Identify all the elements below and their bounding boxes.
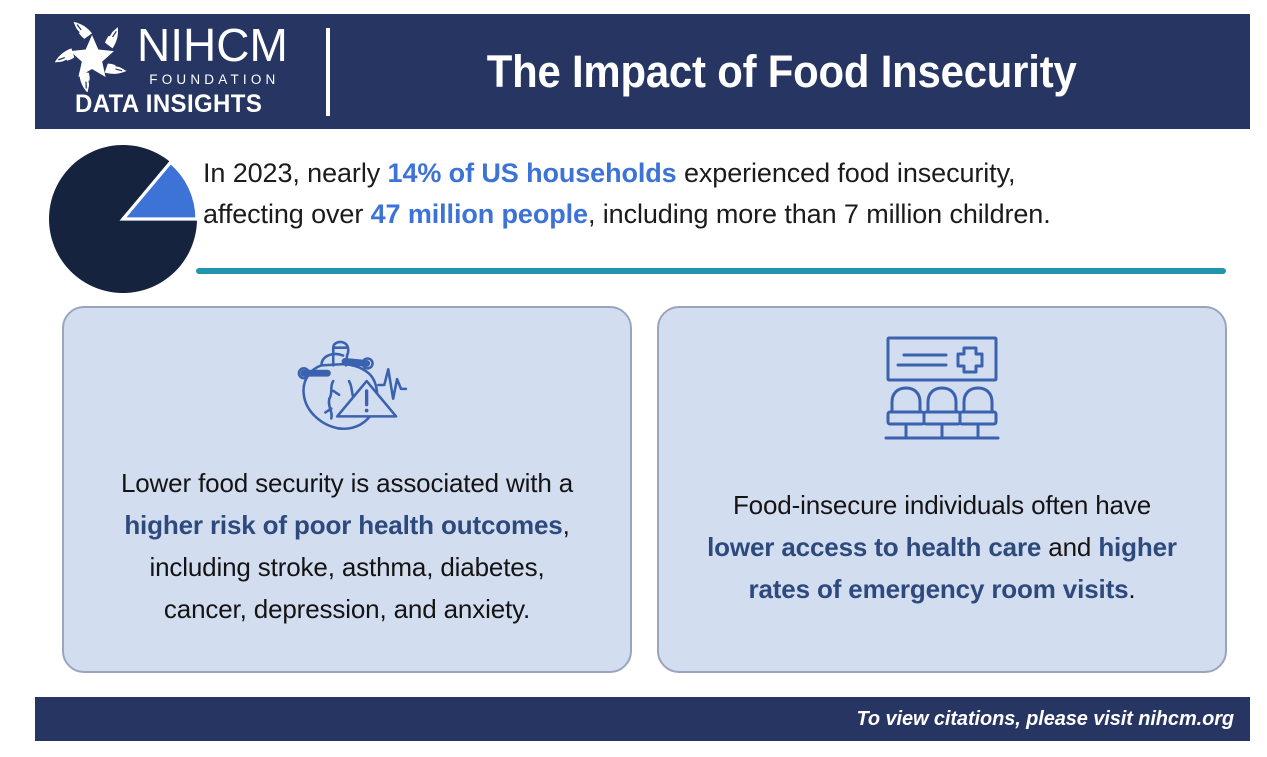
nihcm-pinwheel-star-logo-icon	[54, 21, 127, 92]
intro-statement: In 2023, nearly 14% of US households exp…	[203, 153, 1243, 235]
teal-divider-rule	[196, 268, 1226, 274]
intro-section: In 2023, nearly 14% of US households exp…	[35, 129, 1250, 297]
card2-connector: and	[1041, 532, 1099, 563]
intro-highlight-households: 14% of US households	[387, 158, 677, 188]
pie-chart	[49, 145, 197, 293]
page-title: The Impact of Food Insecurity	[486, 45, 1077, 97]
logo-top-row: NIHCM FOUNDATION	[53, 18, 288, 92]
logo-series-label: DATA INSIGHTS	[75, 90, 263, 118]
intro-line1-suffix: experienced food insecurity,	[676, 158, 1016, 188]
nihcm-logo[interactable]: NIHCM FOUNDATION DATA INSIGHTS	[35, 14, 320, 129]
intro-line2-suffix: , including more than 7 million children…	[587, 199, 1051, 230]
card-health-outcomes[interactable]: Lower food security is associated with a…	[62, 306, 632, 673]
card1-line2-suffix: ,	[562, 510, 570, 541]
card-access-to-care-text: Food-insecure individuals often have low…	[674, 484, 1210, 610]
header-bar: NIHCM FOUNDATION DATA INSIGHTS The Impac…	[35, 14, 1250, 129]
pie-slice-food-secure	[49, 145, 197, 293]
card2-highlight-a: lower access to health care	[707, 532, 1042, 563]
intro-line1-prefix: In 2023, nearly	[203, 158, 388, 188]
footer-bar: To view citations, please visit nihcm.or…	[35, 697, 1250, 741]
card1-line1: Lower food security is associated with a	[120, 468, 574, 498]
logo-name: NIHCM	[137, 18, 288, 71]
intro-line2-prefix: affecting over	[203, 199, 371, 230]
logo-wordmark: NIHCM FOUNDATION	[137, 18, 288, 87]
card-access-to-care[interactable]: Food-insecure individuals often have low…	[657, 306, 1227, 673]
card1-highlight: higher risk of poor health outcomes	[124, 510, 563, 541]
header-divider	[326, 27, 330, 116]
waiting-room-chairs-icon	[884, 336, 1000, 440]
card2-line3-suffix: .	[1128, 574, 1136, 605]
card2-line1: Food-insecure individuals often have	[732, 490, 1152, 520]
cards-section: Lower food security is associated with a…	[35, 297, 1250, 697]
card2-highlight-c: rates of emergency room visits	[748, 574, 1129, 605]
card1-line3: including stroke, asthma, diabetes,	[149, 552, 545, 583]
card1-line4: cancer, depression, and anxiety.	[163, 594, 531, 625]
logo-subtitle: FOUNDATION	[149, 71, 280, 87]
footer-citation-note[interactable]: To view citations, please visit nihcm.or…	[856, 707, 1235, 730]
heart-warning-ekg-icon	[297, 340, 408, 431]
intro-highlight-people: 47 million people	[370, 199, 588, 230]
pie-slice-food-insecure	[119, 160, 197, 221]
card-health-outcomes-text: Lower food security is associated with a…	[79, 462, 615, 630]
card2-highlight-b: higher	[1098, 532, 1177, 563]
